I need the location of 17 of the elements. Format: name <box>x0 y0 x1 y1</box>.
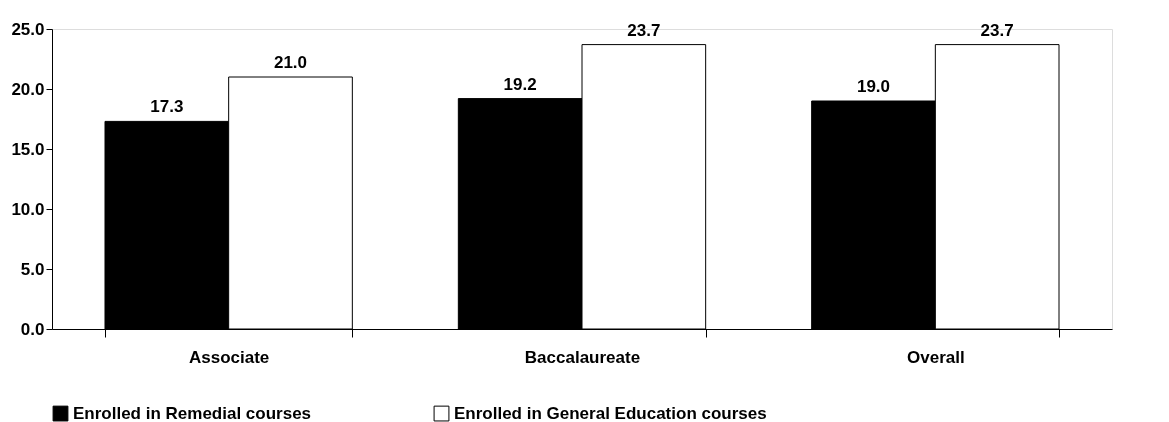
x-tick-label: Baccalaureate <box>524 347 641 367</box>
y-tick-label: 0.0 <box>20 319 45 339</box>
y-tick-label: 10.0 <box>11 199 45 219</box>
data-label: 19.2 <box>503 74 537 94</box>
legend-label: Enrolled in General Education courses <box>454 403 767 422</box>
data-label: 21.0 <box>273 53 308 72</box>
legend-label: Enrolled in Remedial courses <box>73 403 312 422</box>
y-tick-label: 20.0 <box>11 79 45 99</box>
x-tick-label: Overall <box>907 347 965 367</box>
data-label: 23.7 <box>627 20 661 40</box>
data-label: 17.3 <box>150 97 184 117</box>
y-tick-label: 15.0 <box>11 139 45 159</box>
x-tick-label: Associate <box>189 347 270 367</box>
data-label: 23.7 <box>980 20 1014 40</box>
data-label: 19.0 <box>856 77 891 96</box>
y-tick-label: 25.0 <box>11 19 45 39</box>
y-tick-label: 5.0 <box>20 259 45 279</box>
